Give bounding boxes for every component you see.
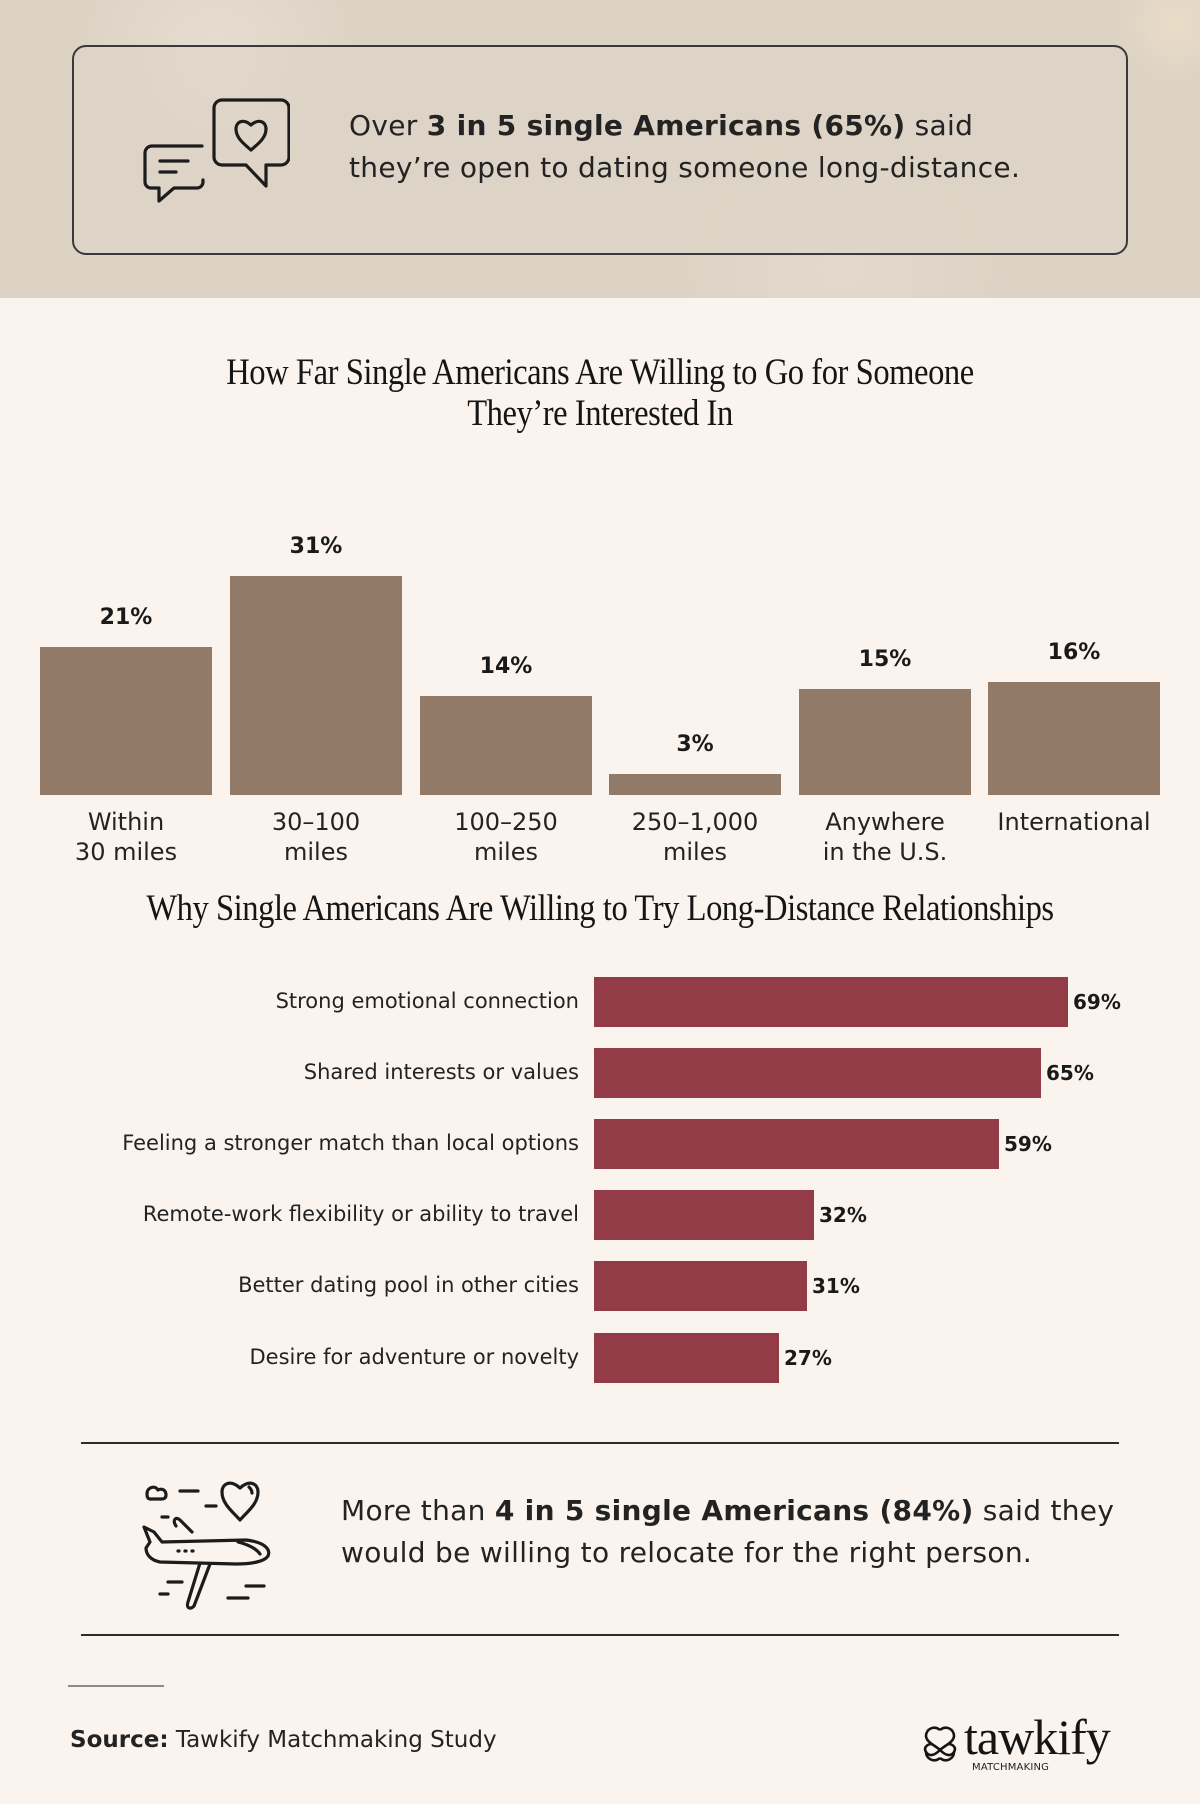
source-citation: Source: Tawkify Matchmaking Study [70,1727,497,1753]
divider-bottom [81,1634,1119,1636]
distance-bar-label: International [979,807,1169,837]
stat-prefix: Over [349,109,427,142]
distance-label-line: Within [87,808,165,836]
reason-label: Feeling a stronger match than local opti… [122,1131,579,1155]
distance-bar-value: 15% [858,647,912,672]
distance-label-line: miles [284,838,348,866]
source-text: Tawkify Matchmaking Study [168,1727,497,1753]
relocate-highlight: 4 in 5 single Americans (84%) [494,1494,974,1527]
stat-relocate: More than 4 in 5 single Americans (84%) … [341,1490,1121,1574]
distance-label-line: Anywhere [825,808,945,836]
reason-value: 32% [819,1203,867,1227]
reason-value: 65% [1046,1061,1094,1085]
distance-bar-label: Anywhere in the U.S. [790,807,980,867]
distance-label-line: International [997,808,1151,836]
distance-bar-value: 16% [1047,640,1101,665]
reason-label: Remote-work flexibility or ability to tr… [142,1202,579,1226]
reason-bar [594,1261,807,1311]
reason-bar [594,1048,1041,1098]
logo-subtitle: MATCHMAKING [972,1762,1050,1773]
distance-label-line: miles [474,838,538,866]
reason-label: Shared interests or values [303,1060,579,1084]
distance-label-line: 30–100 [271,808,361,836]
chat-bubbles-heart-icon [143,98,290,203]
stat-suffix: said [905,109,974,142]
distance-bar-label: Within 30 miles [31,807,221,867]
source-label: Source: [70,1727,169,1753]
distance-bar-value: 14% [479,654,533,679]
reason-bar [594,1333,779,1383]
reason-label: Strong emotional connection [275,989,579,1013]
reason-value: 27% [784,1346,832,1370]
relocate-suffix: said they would be willing to relocate f… [341,1494,1115,1569]
reason-row: Strong emotional connection 69% [0,977,1200,1027]
divider-top [81,1442,1119,1444]
reason-label: Desire for adventure or novelty [249,1345,579,1369]
distance-label-line: miles [663,838,727,866]
distance-bar-value: 21% [99,605,153,630]
reason-row: Desire for adventure or novelty 27% [0,1333,1200,1383]
distance-label-line: 30 miles [74,838,178,866]
distance-bar-label: 250–1,000 miles [600,807,790,867]
distance-bar-chart: 21% Within 30 miles 31% 30–100 miles 14% 100–25… [0,500,1200,866]
airplane-heart-icon [142,1481,271,1610]
reason-row: Shared interests or values 65% [0,1048,1200,1098]
open-to-long-distance-callout [72,45,1128,255]
distance-chart-title: How Far Single Americans Are Willing to … [72,352,1128,434]
interlocked-hearts-icon [923,1726,957,1762]
reasons-chart-title: Why Single Americans Are Willing to Try … [146,888,1054,929]
reason-value: 69% [1073,990,1121,1014]
distance-title-line1: How Far Single Americans Are Willing to … [226,352,974,393]
reason-value: 59% [1004,1132,1052,1156]
distance-label-line: in the U.S. [822,838,948,866]
reason-row: Better dating pool in other cities 31% [0,1261,1200,1311]
reason-bar [594,977,1068,1027]
reason-row: Remote-work flexibility or ability to tr… [0,1190,1200,1240]
distance-bar [420,696,592,795]
distance-bar [799,689,971,795]
distance-bar [40,647,212,795]
distance-title-line2: They’re Interested In [467,393,733,434]
reason-value: 31% [812,1274,860,1298]
distance-bar-label: 100–250 miles [411,807,601,867]
stat-highlight: 3 in 5 single Americans (65%) [426,109,906,142]
distance-bar [609,774,781,795]
distance-bar [230,576,402,795]
stat-line2: they’re open to dating someone long-dist… [349,151,1021,184]
distance-bar-value: 31% [289,534,343,559]
relocate-prefix: More than [341,1494,495,1527]
distance-label-line: 250–1,000 [631,808,759,836]
stat-open-long-distance: Over 3 in 5 single Americans (65%) said … [349,105,1089,189]
source-divider [68,1685,164,1687]
logo-wordmark: tawkify [964,1709,1111,1765]
reason-row: Feeling a stronger match than local opti… [0,1119,1200,1169]
distance-bar-value: 3% [676,732,714,757]
reason-label: Better dating pool in other cities [238,1273,579,1297]
reason-bar [594,1119,999,1169]
distance-label-line: 100–250 [454,808,558,836]
distance-bar-label: 30–100 miles [221,807,411,867]
reason-bar [594,1190,814,1240]
distance-bar [988,682,1160,795]
tawkify-logo: tawkify MATCHMAKING [920,1709,1130,1778]
